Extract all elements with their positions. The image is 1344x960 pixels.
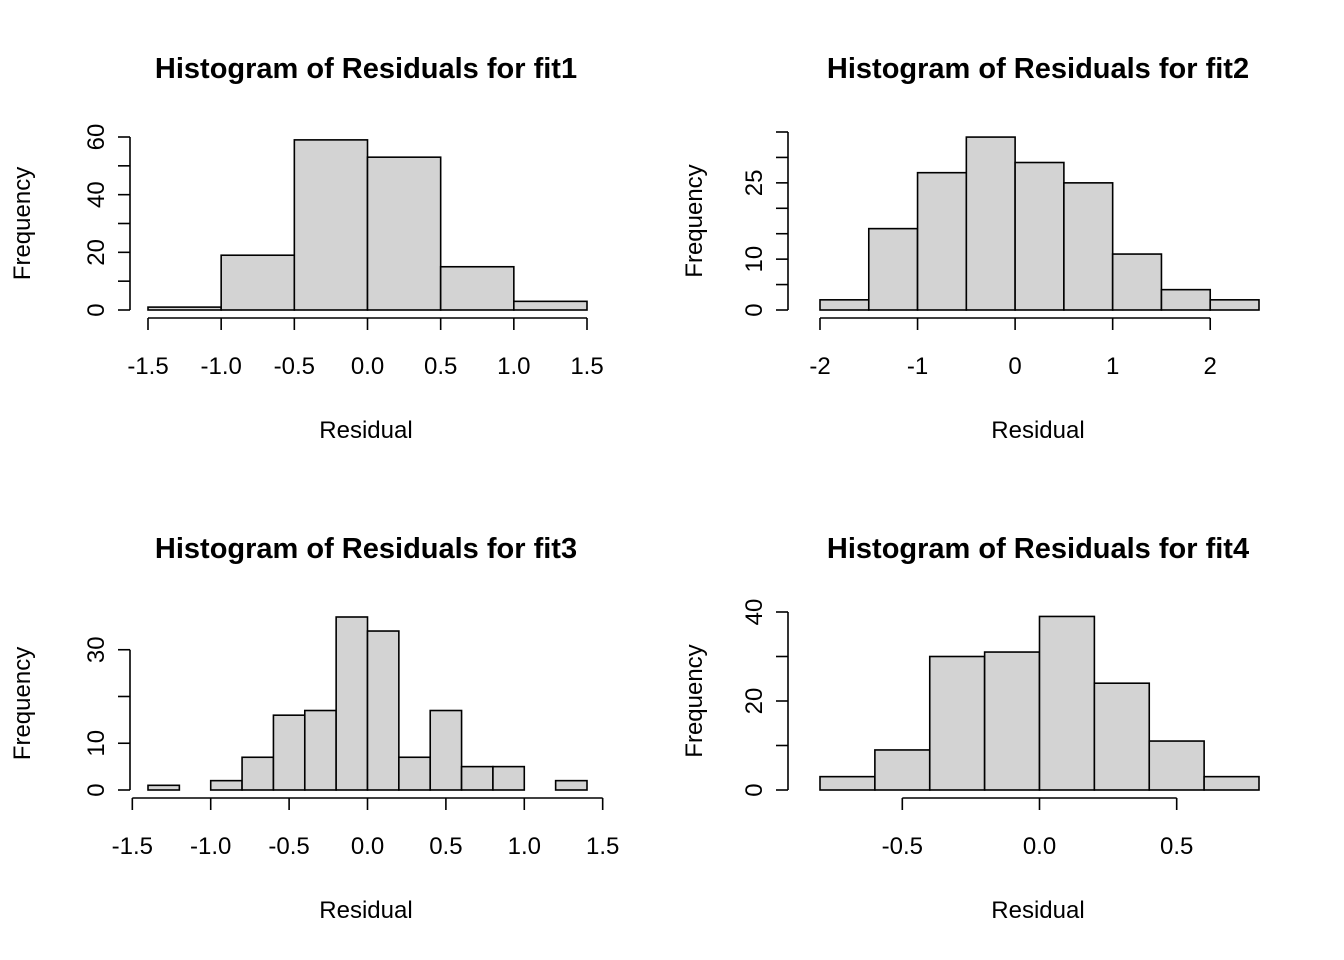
histogram-fit4: Histogram of Residuals for fit4 -0.5 0.0 0.…: [681, 533, 1260, 924]
histogram-bar: [867, 227, 919, 311]
histogram-bar: [293, 139, 369, 311]
chart-title: Histogram of Residuals for fit2: [827, 53, 1249, 85]
x-tick-label: -2: [809, 353, 830, 380]
histogram-bar: [513, 300, 588, 311]
histogram-bar: [874, 749, 931, 791]
y-tick-label: 30: [83, 636, 110, 663]
histogram-bar: [928, 655, 986, 791]
chart-title: Histogram of Residuals for fit3: [155, 533, 577, 565]
y-tick-label: 0: [83, 303, 110, 316]
histogram-fit3: Histogram of Residuals for fit3 -1.5 -1.0 -…: [9, 533, 619, 924]
x-tick-label: 0.0: [351, 353, 384, 380]
y-tick-label: 10: [83, 730, 110, 757]
y-axis-label: Frequency: [681, 164, 708, 277]
y-tick-label: 10: [741, 246, 768, 273]
x-tick-label: -1.0: [190, 833, 231, 860]
histogram-bar: [439, 265, 515, 311]
x-tick-label: 1: [1106, 353, 1119, 380]
chart-title: Histogram of Residuals for fit4: [827, 533, 1249, 565]
x-tick-label: 1.5: [570, 353, 603, 380]
x-axis-label: Residual: [319, 897, 412, 924]
histogram-bar: [554, 779, 588, 791]
histogram-fit1: Histogram of Residuals for fit1 -1.5 -1.0 -…: [9, 53, 604, 444]
y-tick-label: 60: [83, 124, 110, 151]
histogram-bar: [1063, 182, 1114, 311]
x-axis-label: Residual: [319, 417, 412, 444]
y-tick-label: 0: [741, 783, 768, 796]
y-tick-label: 0: [83, 783, 110, 796]
y-axis-label: Frequency: [9, 647, 36, 760]
x-tick-label: 0.0: [1023, 833, 1056, 860]
histogram-bar: [1014, 161, 1065, 311]
x-tick-label: -0.5: [268, 833, 309, 860]
histogram-bar: [492, 765, 526, 791]
histogram-bar: [819, 299, 870, 311]
histogram-bar: [819, 775, 876, 791]
histogram-bar: [147, 784, 181, 791]
histogram-bar: [1160, 288, 1212, 311]
histogram-bar: [1038, 615, 1096, 791]
x-tick-label: -1: [907, 353, 928, 380]
histogram-bar: [366, 630, 400, 791]
histogram-bar: [429, 709, 463, 791]
x-tick-label: 2: [1204, 353, 1217, 380]
histogram-bar: [916, 171, 968, 311]
x-tick-label: -1.5: [127, 353, 168, 380]
histogram-bar: [398, 756, 432, 791]
histogram-bar: [1209, 299, 1260, 311]
histogram-bar: [272, 714, 306, 791]
histogram-bar: [241, 756, 275, 791]
histogram-bar: [366, 156, 442, 311]
x-tick-label: 1.5: [586, 833, 619, 860]
y-tick-label: 0: [741, 303, 768, 316]
histogram-bar: [1111, 253, 1163, 311]
y-tick-label: 25: [741, 170, 768, 197]
x-tick-label: 1.0: [508, 833, 541, 860]
x-tick-label: -0.5: [274, 353, 315, 380]
y-tick-label: 20: [83, 239, 110, 266]
histogram-fit2: Histogram of Residuals for fit2 -2 -1 0 1 2 0 1…: [681, 53, 1260, 444]
histogram-bar: [983, 651, 1041, 791]
histogram-bar: [147, 306, 222, 311]
x-tick-label: -0.5: [882, 833, 923, 860]
histogram-bar: [1093, 682, 1151, 791]
x-tick-label: 0: [1008, 353, 1021, 380]
y-tick-label: 40: [83, 181, 110, 208]
x-tick-label: -1.5: [112, 833, 153, 860]
x-axis-label: Residual: [991, 897, 1084, 924]
y-axis-label: Frequency: [681, 644, 708, 757]
y-axis-label: Frequency: [9, 167, 36, 280]
y-tick-label: 20: [741, 688, 768, 715]
histogram-bar: [220, 254, 296, 311]
x-tick-label: 0.0: [351, 833, 384, 860]
histogram-bar: [965, 136, 1016, 311]
x-tick-label: 0.5: [424, 353, 457, 380]
x-tick-label: 1.0: [497, 353, 530, 380]
y-tick-label: 40: [741, 599, 768, 626]
histogram-bar: [1203, 775, 1260, 791]
histogram-bar: [209, 779, 243, 791]
x-axis-label: Residual: [991, 417, 1084, 444]
x-tick-label: 0.5: [1160, 833, 1193, 860]
chart-title: Histogram of Residuals for fit1: [155, 53, 577, 85]
x-tick-label: 0.5: [429, 833, 462, 860]
x-tick-label: -1.0: [200, 353, 241, 380]
histogram-bar: [335, 616, 369, 791]
histogram-bar: [1148, 740, 1205, 791]
histogram-bar: [460, 765, 494, 791]
histogram-bar: [303, 709, 337, 791]
